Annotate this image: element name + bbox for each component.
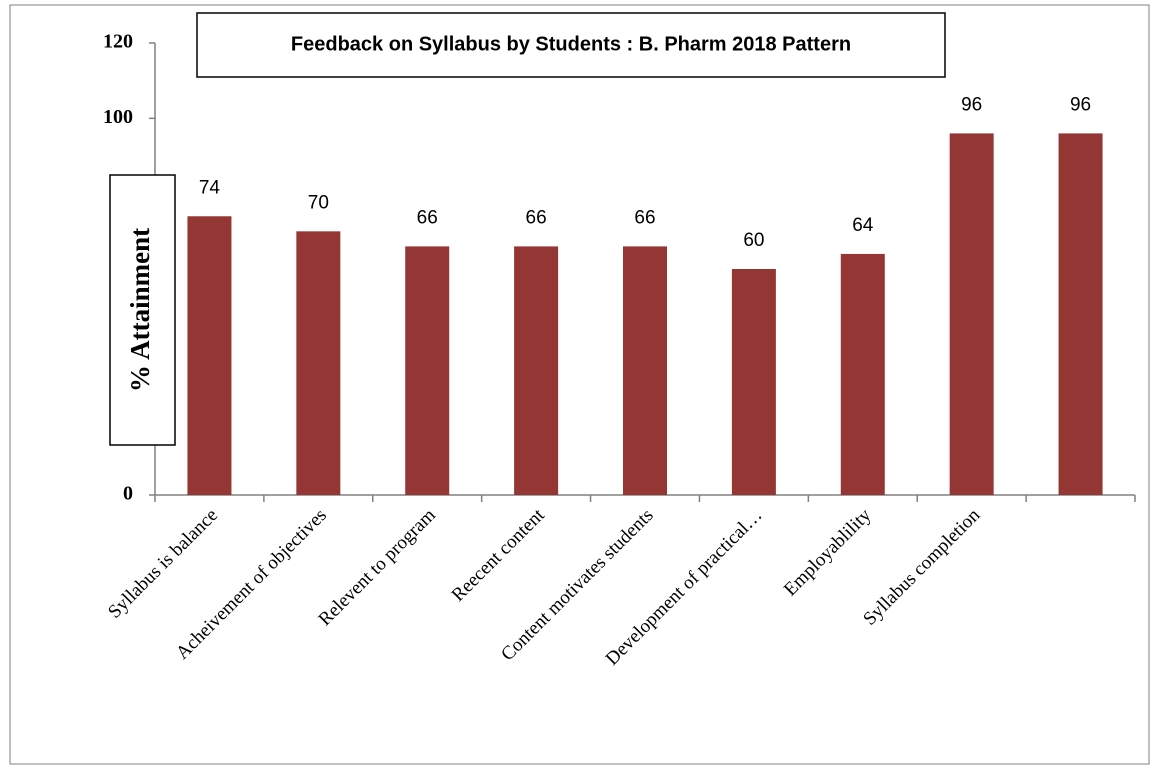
title-box — [196, 12, 946, 78]
bar — [187, 216, 232, 495]
data-label: 66 — [634, 207, 655, 228]
bar — [623, 246, 667, 495]
data-label: 64 — [852, 215, 874, 236]
y-tick-label: 120 — [103, 31, 133, 53]
bar — [840, 253, 885, 495]
data-label: 70 — [308, 192, 329, 213]
data-label: 96 — [961, 94, 982, 115]
bar — [949, 133, 994, 495]
bar — [405, 246, 450, 495]
bar — [1058, 133, 1103, 495]
data-label: 96 — [1070, 94, 1091, 115]
y-tick-label: 0 — [123, 483, 133, 505]
bar — [731, 269, 776, 495]
y-tick-label: 100 — [103, 106, 133, 128]
data-label: 74 — [199, 177, 221, 198]
data-label: 66 — [417, 207, 438, 228]
data-label: 60 — [743, 230, 764, 251]
chart-title: Feedback on Syllabus by Students : B. Ph… — [291, 33, 851, 55]
y-axis-label: % Attainment — [125, 228, 155, 392]
data-label: 66 — [526, 207, 547, 228]
y-label-box — [109, 174, 176, 446]
bar — [296, 231, 341, 496]
bar — [514, 246, 559, 495]
